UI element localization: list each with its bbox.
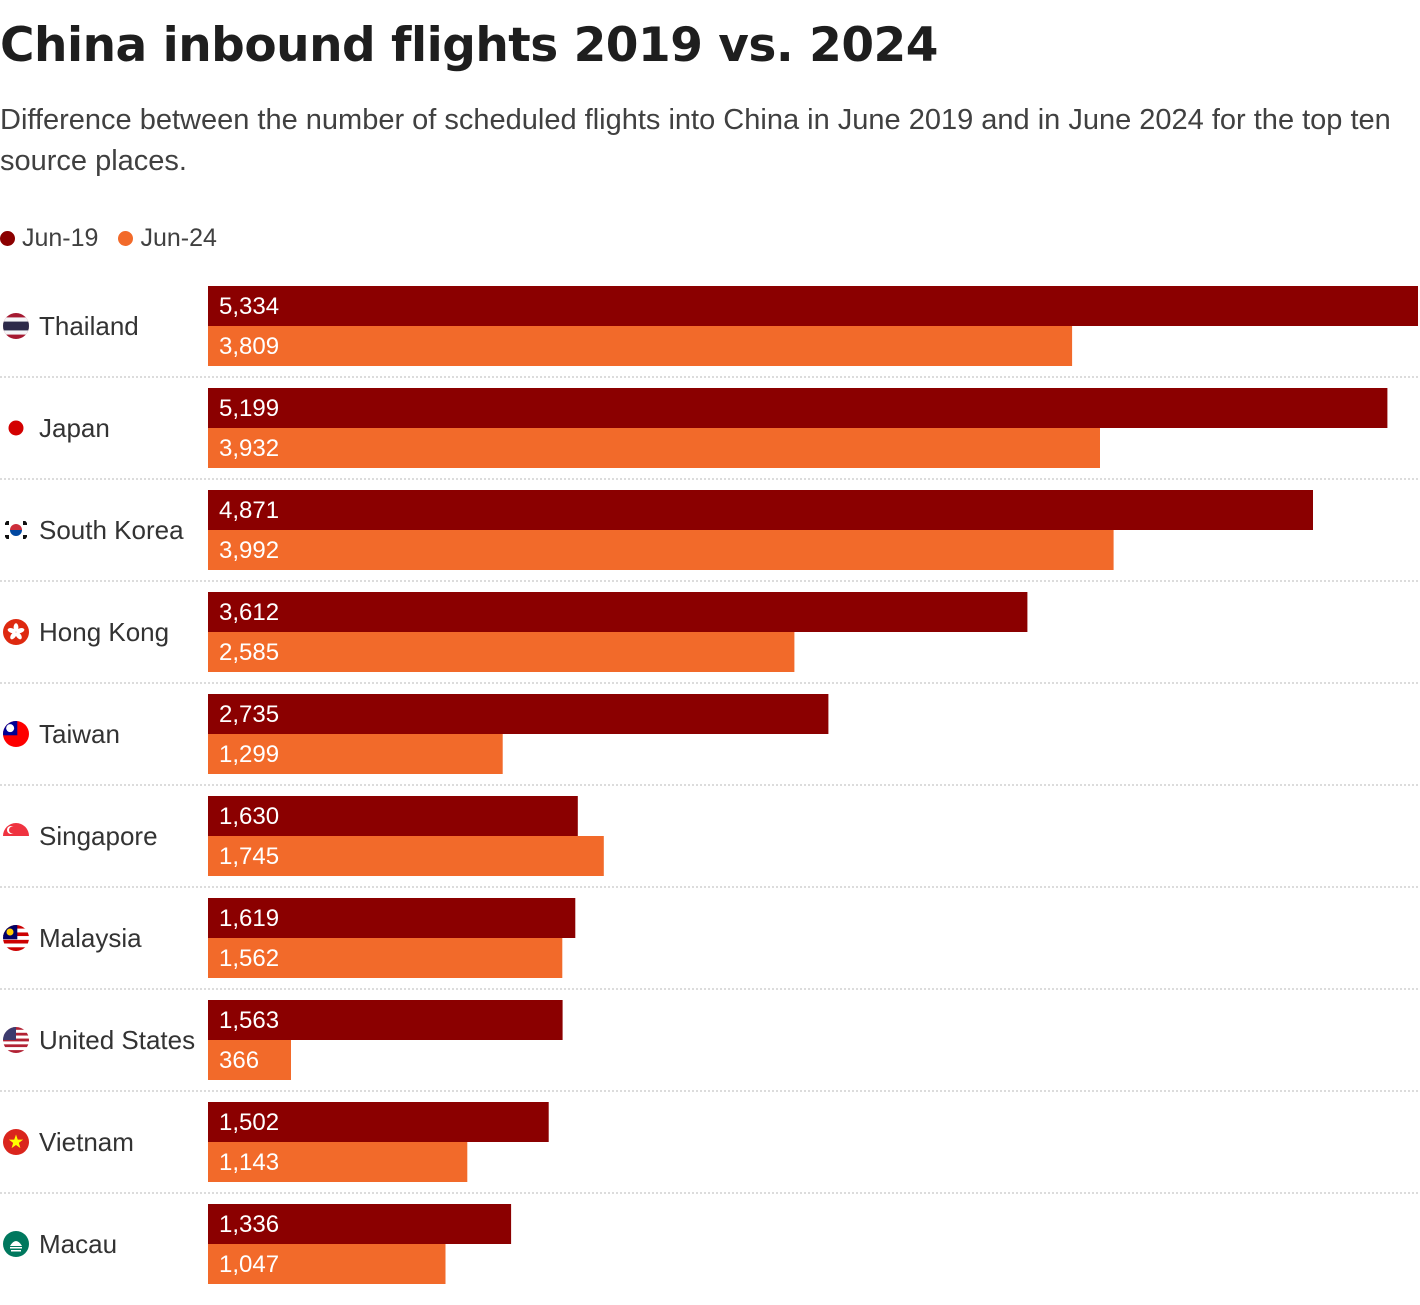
data-label-united-states-jun-19: 1,563 bbox=[219, 1007, 279, 1034]
bar-malaysia-jun-19 bbox=[208, 898, 576, 938]
legend-swatch-jun24 bbox=[118, 231, 134, 246]
data-label-japan-jun-24: 3,932 bbox=[219, 435, 279, 462]
category-row-taiwan: Taiwan 2,735 1,299 bbox=[0, 694, 1420, 786]
data-label-taiwan-jun-24: 1,299 bbox=[219, 741, 279, 768]
legend-item-jun24: Jun-24 bbox=[118, 224, 217, 253]
bar-hong-kong-jun-24 bbox=[208, 632, 795, 672]
bar-malaysia-jun-24 bbox=[208, 938, 563, 978]
category-row-united-states: United States 1,563 366 bbox=[0, 1000, 1420, 1092]
data-label-malaysia-jun-19: 1,619 bbox=[219, 905, 279, 932]
data-label-united-states-jun-24: 366 bbox=[219, 1047, 259, 1074]
bar-taiwan-jun-24 bbox=[208, 734, 503, 774]
category-row-vietnam: Vietnam 1,502 1,143 bbox=[0, 1102, 1420, 1194]
category-row-south-korea: South Korea 4,871 3,992 bbox=[0, 490, 1420, 582]
category-label: Hong Kong bbox=[39, 617, 169, 647]
data-label-singapore-jun-24: 1,745 bbox=[219, 843, 279, 870]
category-label: Vietnam bbox=[39, 1127, 134, 1157]
category-label: Malaysia bbox=[39, 923, 142, 953]
chart-subtitle: Difference between the number of schedul… bbox=[0, 104, 1391, 177]
data-label-thailand-jun-19: 5,334 bbox=[219, 293, 279, 320]
legend: Jun-19 Jun-24 bbox=[0, 224, 237, 253]
bar-chart: Thailand 5,334 3,809 Japan 5,199 3,932 South K… bbox=[0, 286, 1420, 1284]
bar-singapore-jun-24 bbox=[208, 836, 604, 876]
thailand-flag-icon bbox=[3, 313, 29, 339]
data-label-macau-jun-24: 1,047 bbox=[219, 1251, 279, 1278]
data-label-singapore-jun-19: 1,630 bbox=[219, 803, 279, 830]
bar-singapore-jun-19 bbox=[208, 796, 578, 836]
data-label-south-korea-jun-24: 3,992 bbox=[219, 537, 279, 564]
category-label: Taiwan bbox=[39, 719, 120, 749]
south-korea-flag-icon bbox=[3, 517, 29, 543]
category-row-malaysia: Malaysia 1,619 1,562 bbox=[0, 898, 1420, 990]
category-label: South Korea bbox=[39, 515, 184, 545]
data-label-vietnam-jun-19: 1,502 bbox=[219, 1109, 279, 1136]
singapore-flag-icon bbox=[3, 823, 29, 849]
bar-united-states-jun-24 bbox=[208, 1040, 291, 1080]
japan-flag-icon bbox=[3, 415, 29, 441]
category-label: Macau bbox=[39, 1229, 117, 1259]
legend-item-jun19: Jun-19 bbox=[0, 224, 98, 253]
category-row-hong-kong: Hong Kong 3,612 2,585 bbox=[0, 592, 1420, 684]
legend-swatch-jun19 bbox=[0, 231, 15, 246]
bar-south-korea-jun-19 bbox=[208, 490, 1313, 530]
chart-title: China inbound flights 2019 vs. 2024 bbox=[0, 18, 938, 73]
data-label-hong-kong-jun-19: 3,612 bbox=[219, 599, 279, 626]
category-row-thailand: Thailand 5,334 3,809 bbox=[0, 286, 1420, 378]
bar-vietnam-jun-19 bbox=[208, 1102, 549, 1142]
legend-label-jun24: Jun-24 bbox=[140, 224, 217, 252]
macau-flag-icon bbox=[3, 1231, 29, 1257]
legend-label-jun19: Jun-19 bbox=[22, 224, 99, 252]
data-label-south-korea-jun-19: 4,871 bbox=[219, 497, 279, 524]
malaysia-flag-icon bbox=[3, 925, 29, 951]
data-label-thailand-jun-24: 3,809 bbox=[219, 333, 279, 360]
bar-united-states-jun-19 bbox=[208, 1000, 563, 1040]
taiwan-flag-icon bbox=[3, 721, 29, 747]
category-row-macau: Macau 1,336 1,047 bbox=[3, 1204, 512, 1284]
bar-thailand-jun-24 bbox=[208, 326, 1073, 366]
bar-macau-jun-24 bbox=[208, 1244, 446, 1284]
data-label-macau-jun-19: 1,336 bbox=[219, 1211, 279, 1238]
bar-japan-jun-19 bbox=[208, 388, 1388, 428]
data-label-taiwan-jun-19: 2,735 bbox=[219, 701, 279, 728]
bar-vietnam-jun-24 bbox=[208, 1142, 468, 1182]
data-label-vietnam-jun-24: 1,143 bbox=[219, 1149, 279, 1176]
bar-thailand-jun-19 bbox=[208, 286, 1418, 326]
bar-japan-jun-24 bbox=[208, 428, 1100, 468]
category-label: Thailand bbox=[39, 311, 139, 341]
bar-macau-jun-19 bbox=[208, 1204, 512, 1244]
hong-kong-flag-icon bbox=[3, 619, 29, 645]
united-states-flag-icon bbox=[3, 1027, 29, 1053]
data-label-japan-jun-19: 5,199 bbox=[219, 395, 279, 422]
bar-taiwan-jun-19 bbox=[208, 694, 829, 734]
category-row-singapore: Singapore 1,630 1,745 bbox=[0, 796, 1420, 888]
bar-hong-kong-jun-19 bbox=[208, 592, 1028, 632]
data-label-hong-kong-jun-24: 2,585 bbox=[219, 639, 279, 666]
data-label-malaysia-jun-24: 1,562 bbox=[219, 945, 279, 972]
vietnam-flag-icon bbox=[3, 1129, 29, 1155]
category-label: Japan bbox=[39, 413, 110, 443]
category-label: Singapore bbox=[39, 821, 158, 851]
category-label: United States bbox=[39, 1025, 195, 1055]
bar-south-korea-jun-24 bbox=[208, 530, 1114, 570]
category-row-japan: Japan 5,199 3,932 bbox=[0, 388, 1420, 480]
